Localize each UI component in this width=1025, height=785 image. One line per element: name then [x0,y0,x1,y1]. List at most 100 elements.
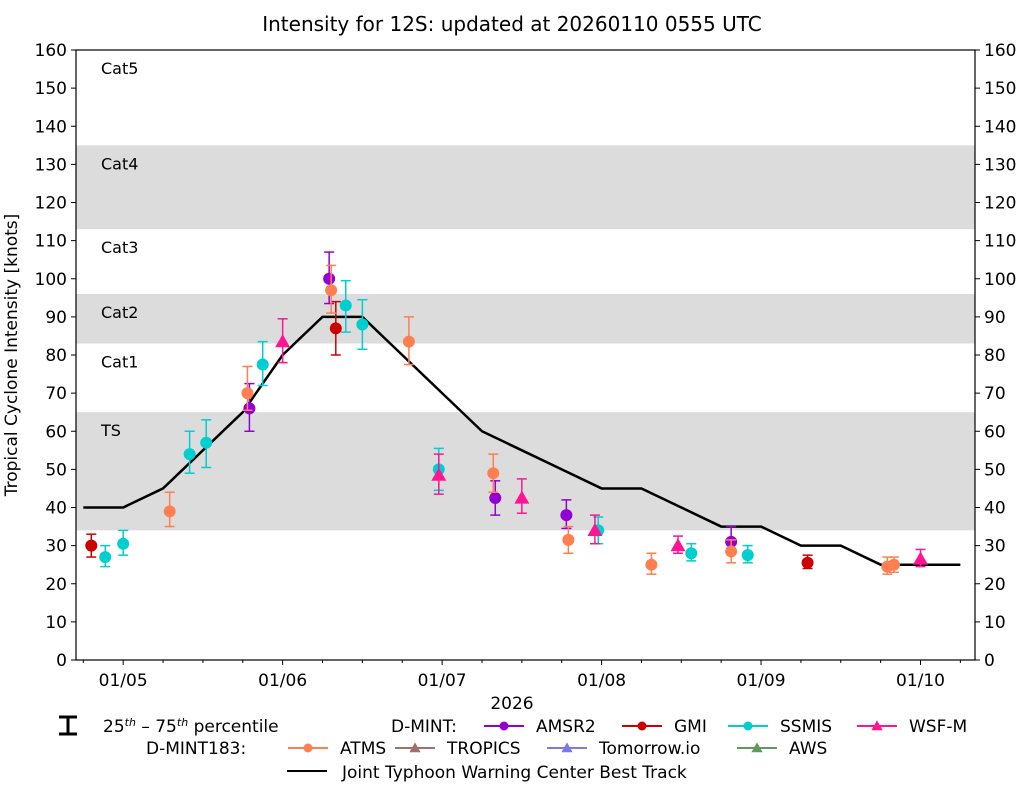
best-track-polyline [83,315,961,566]
legend-label-amsr2: AMSR2 [536,717,596,737]
marker-wsf-m [670,538,686,552]
chart-title: Intensity for 12S: updated at 20260110 0… [262,12,762,36]
legend-marker-ssmis [743,721,753,731]
x-axis-ticks: 01/05 01/06 01/07 01/08 01/09 01/10 [82,660,961,691]
marker-atms [645,558,658,571]
category-label-cat5: Cat5 [101,59,138,78]
marker-ssmis [183,448,196,461]
y-tick-label-left: 60 [45,422,67,442]
x-tick-label: 01/05 [99,671,148,691]
data-point-atms [325,264,338,314]
band-ts [76,412,975,531]
data-point-amsr2 [560,499,573,530]
y-tick-label-right: 90 [984,308,1006,328]
legend-marker-aws [751,742,763,753]
marker-wsf-m [514,490,530,504]
marker-atms [241,387,254,400]
marker-atms [725,545,738,558]
legend-entry-tomorrow-io: Tomorrow.io [547,739,700,759]
data-point-gmi [329,300,342,356]
marker-atms [562,533,575,546]
data-point-wsf-m [670,535,686,554]
data-point-ssmis [685,542,698,562]
marker-wsf-m [431,467,447,481]
legend-label-tomorrow-io: Tomorrow.io [598,739,700,759]
marker-atms [163,505,176,518]
marker-atms [402,335,415,348]
y-tick-label-left: 130 [35,155,67,175]
marker-ssmis [200,436,213,449]
y-tick-label-right: 10 [984,613,1006,633]
data-point-atms [402,316,415,366]
band-cat4 [76,145,975,230]
marker-amsr2 [489,491,502,504]
x-tick-label: 01/06 [258,671,307,691]
percentile-label-text: – 75 [136,717,177,737]
y-axis-label: Tropical Cyclone Intensity [knots] [2,214,22,498]
data-point-gmi [85,533,98,558]
marker-ssmis [339,299,352,312]
legend-marker-tropics [409,742,421,753]
percentile-label: 25th – 75th percentile [103,716,279,738]
marker-ssmis [685,547,698,560]
y-tick-label-left: 20 [45,575,67,595]
data-point-atms [887,556,900,574]
category-label-cat1: Cat1 [101,353,138,372]
y-tick-label-left: 150 [35,79,67,99]
legend-label-aws: AWS [789,739,827,759]
y-tick-label-right: 40 [984,499,1006,519]
marker-amsr2 [323,272,336,285]
x-tick-label: 01/09 [737,671,786,691]
category-labels: TS Cat1 Cat2 Cat3 Cat4 Cat5 [100,59,138,440]
y-tick-label-left: 30 [45,537,67,557]
marker-ssmis [256,358,269,371]
data-point-ssmis [200,419,213,469]
marker-wsf-m [913,551,929,565]
x-tick-label: 01/08 [577,671,626,691]
legend-marker-wsf-m [871,720,883,731]
legend-entry-tropics: TROPICS [395,739,521,759]
marker-ssmis [117,537,130,550]
y-tick-label-right: 100 [984,270,1016,290]
legend-entry-atms: ATMS [288,739,386,759]
y-tick-label-left: 0 [56,651,67,671]
marker-amsr2 [243,402,256,415]
y-tick-label-right: 120 [984,194,1016,214]
legend-group-dmint183: D-MINT183: [146,739,246,759]
data-point-ssmis [117,529,130,556]
data-point-atms [562,525,575,554]
legend-label-tropics: TROPICS [446,739,521,759]
plot-frame [75,49,976,661]
marker-gmi [85,539,98,552]
data-point-amsr2 [489,480,502,516]
best-track-line [83,315,961,566]
data-point-ssmis [356,298,369,351]
legend-label-atms: ATMS [340,739,386,759]
data-point-ssmis [256,340,269,387]
marker-gmi [801,556,814,569]
legend-entry-best-track: Joint Typhoon Warning Center Best Track [287,763,687,783]
legend-entry-ssmis: SSMIS [728,717,832,737]
data-point-wsf-m [514,478,530,514]
marker-atms [487,467,500,480]
category-label-cat4: Cat4 [101,154,138,173]
y-tick-label-left: 120 [35,194,67,214]
marker-ssmis [356,318,369,331]
y-tick-label-left: 10 [45,613,67,633]
data-markers [85,251,929,575]
y-axis-right-ticks: 0 10 20 30 40 50 60 70 80 90 100 110 120 130 140 150 160 [975,41,1016,671]
data-point-atms [725,539,738,564]
data-point-ssmis [99,544,112,568]
legend-entry-aws: AWS [737,739,827,759]
legend-marker-atms [303,743,313,753]
y-tick-label-left: 140 [35,117,67,137]
data-point-atms [645,552,658,575]
legend-marker-tomorrow-io [561,742,573,753]
legend-label-gmi: GMI [674,717,707,737]
marker-wsf-m [587,522,603,536]
y-tick-label-right: 50 [984,460,1006,480]
data-point-wsf-m [275,318,291,364]
y-tick-label-left: 80 [45,346,67,366]
axes [75,49,976,661]
